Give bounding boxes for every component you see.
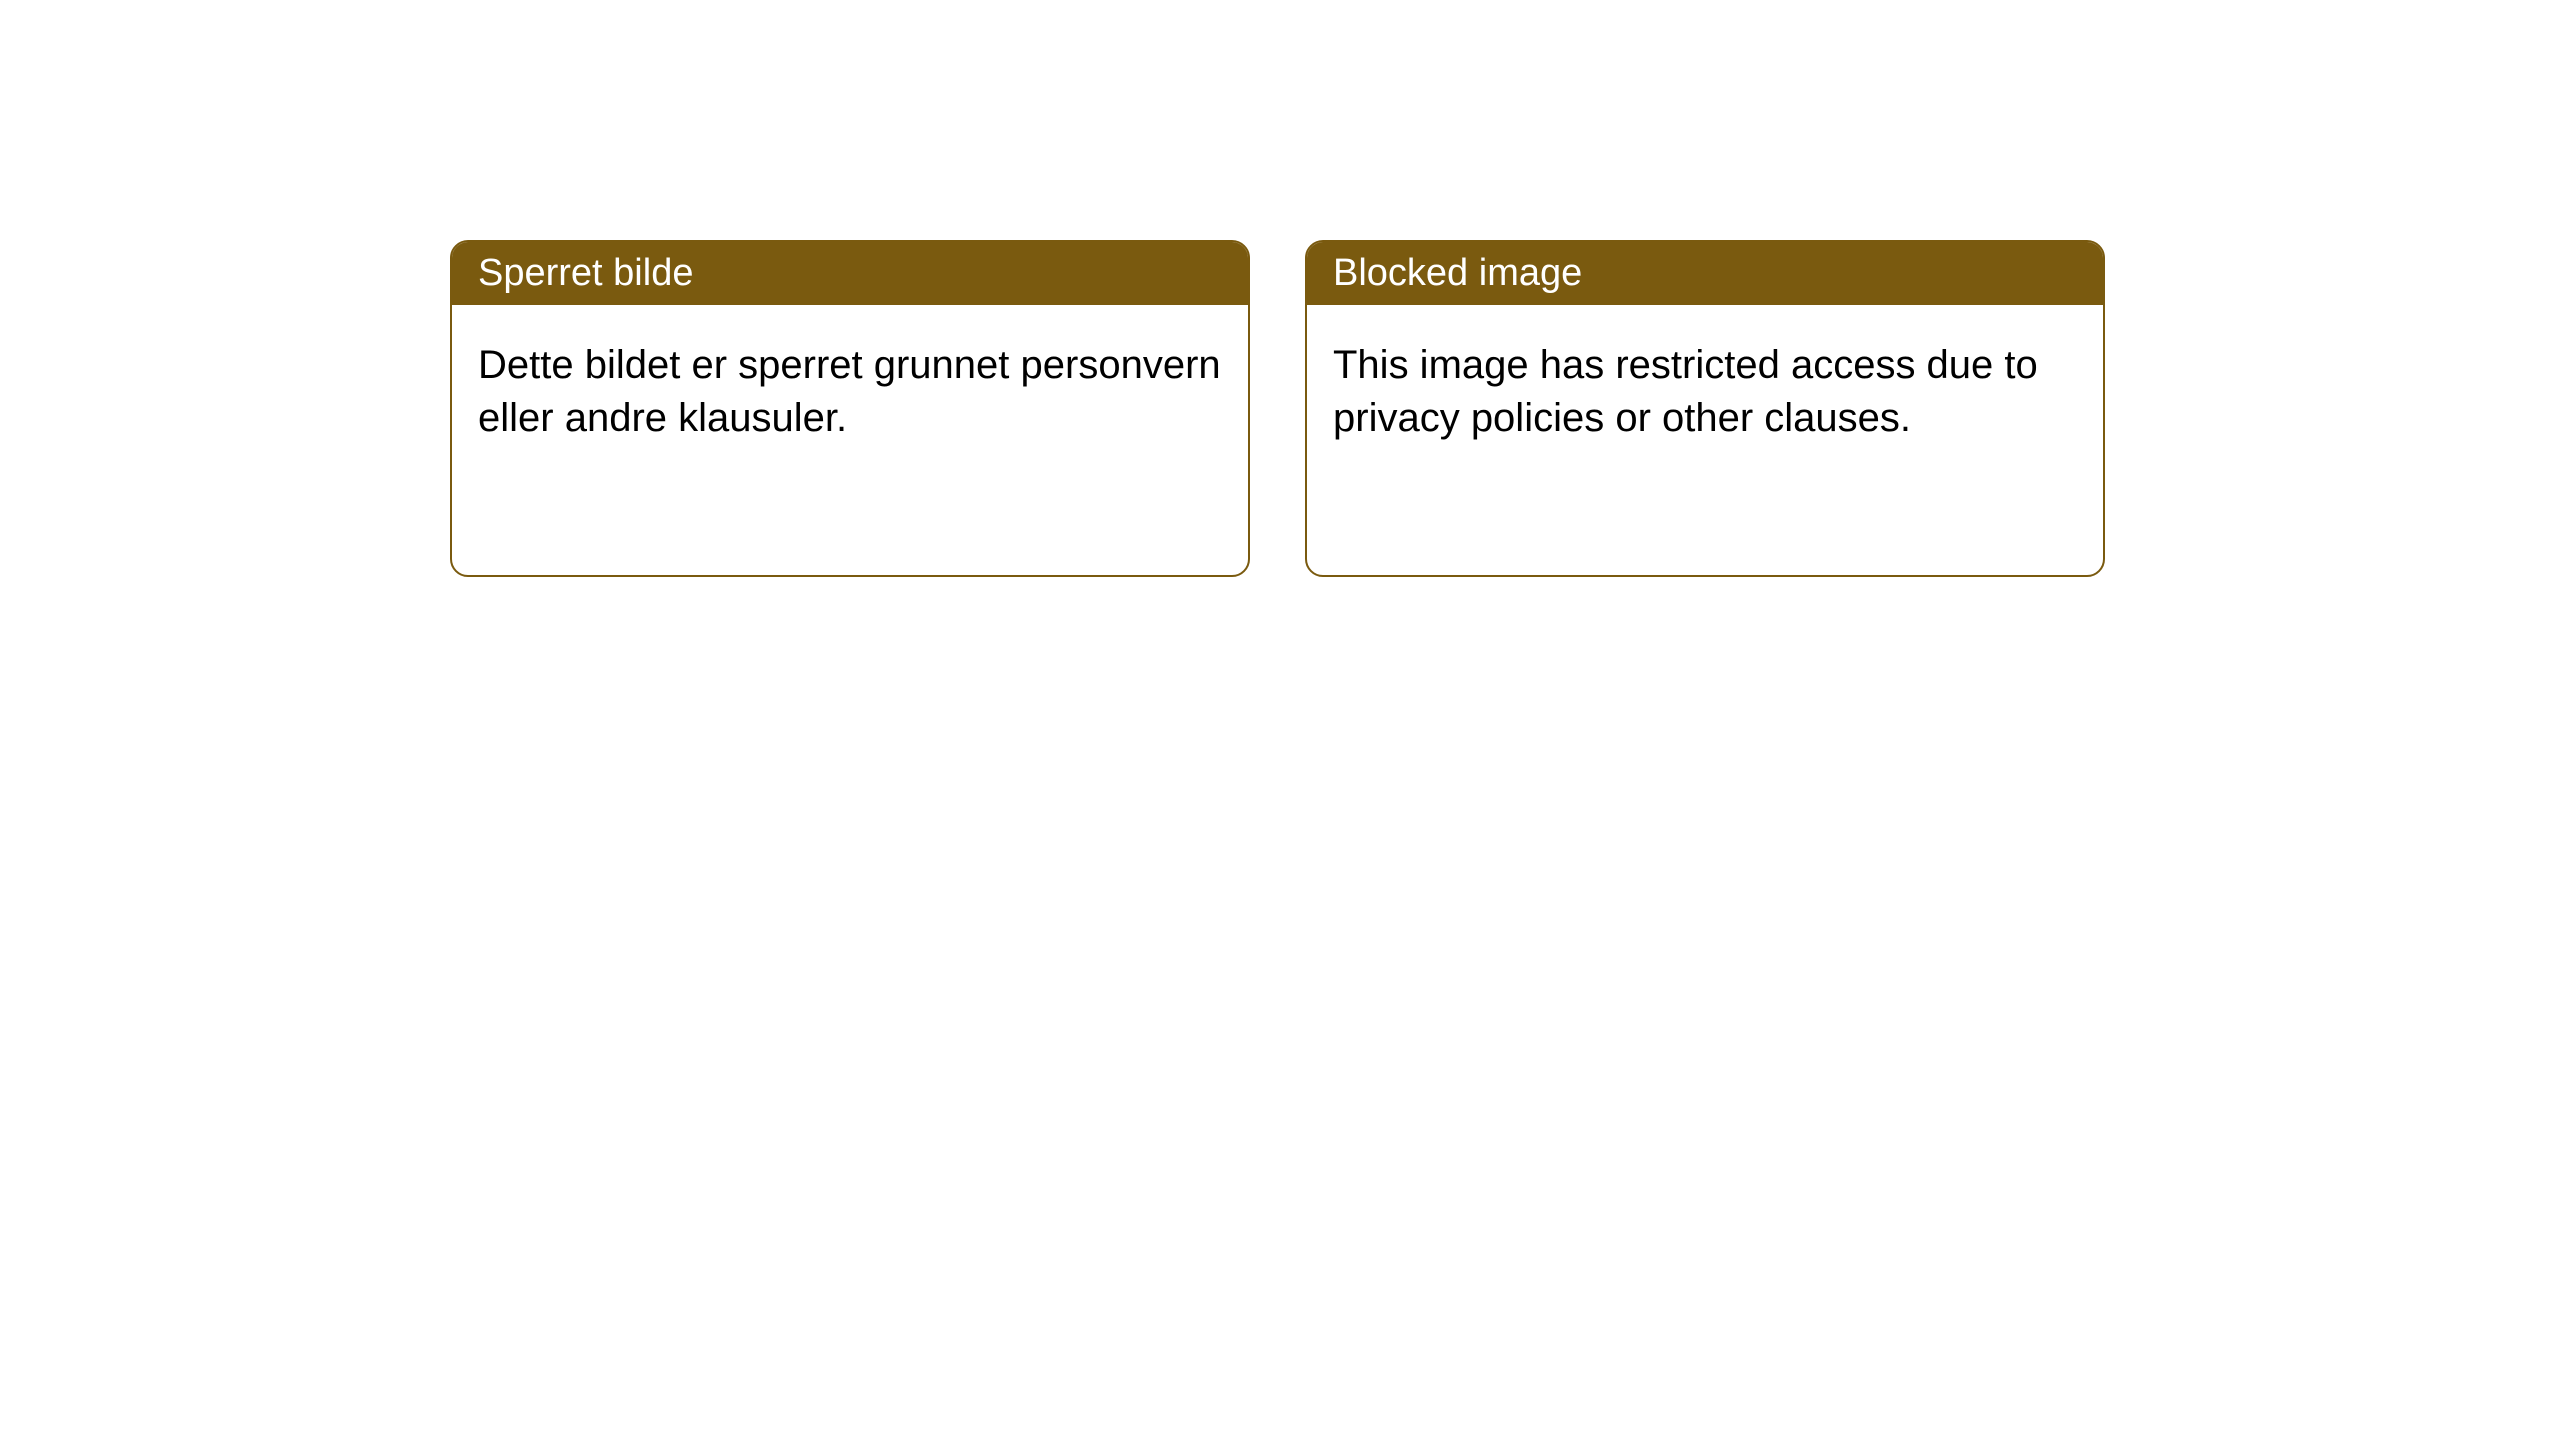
notice-card-english: Blocked image This image has restricted … bbox=[1305, 240, 2105, 577]
notice-body-english: This image has restricted access due to … bbox=[1307, 305, 2103, 575]
notice-title-norwegian: Sperret bilde bbox=[452, 242, 1248, 305]
notice-container: Sperret bilde Dette bildet er sperret gr… bbox=[450, 240, 2105, 577]
notice-body-norwegian: Dette bildet er sperret grunnet personve… bbox=[452, 305, 1248, 575]
notice-title-english: Blocked image bbox=[1307, 242, 2103, 305]
notice-card-norwegian: Sperret bilde Dette bildet er sperret gr… bbox=[450, 240, 1250, 577]
